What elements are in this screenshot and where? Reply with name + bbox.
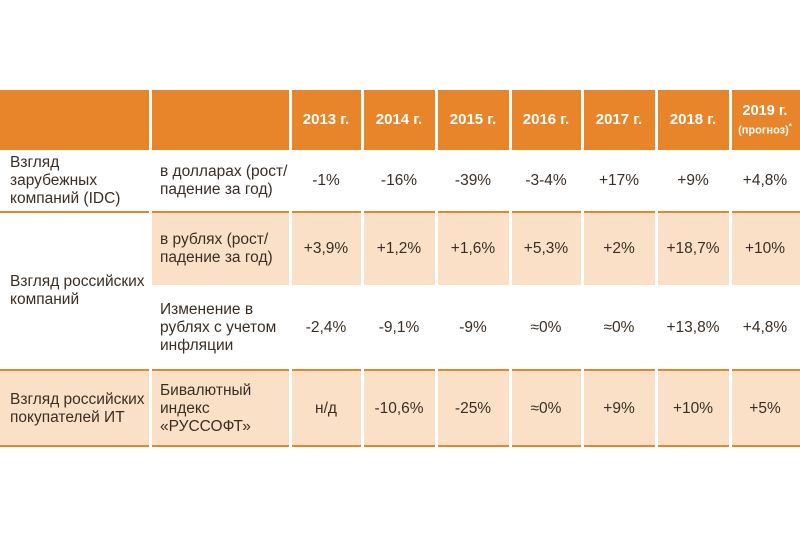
row1-value-2018: +9% (677, 172, 709, 189)
row1-value-2014: -16% (380, 172, 418, 189)
col-divider-8 (729, 90, 732, 447)
forecast-asterisk: * (788, 121, 792, 131)
row2-group-label: Взгляд российских компаний (10, 273, 145, 308)
col-divider-2 (289, 90, 292, 447)
row3-value-2018: +13,8% (666, 319, 720, 336)
row3-value-2014: -9,1% (378, 319, 420, 336)
row1-value-2017: +17% (598, 172, 640, 189)
row4-value-2017: +9% (582, 370, 656, 447)
col-divider-6 (581, 90, 584, 447)
row1-group-label: Взгляд зарубежных компаний (IDC) (10, 154, 121, 207)
forecast-note: (прогноз)* (738, 120, 792, 138)
header-year-2019-forecast: 2019 г. (прогноз)* (730, 90, 800, 150)
row3-value-2017: ≈0% (603, 319, 635, 336)
row1-metric-label: в долларах (рост/падение за год) (160, 163, 288, 198)
col-divider-7 (655, 90, 658, 447)
header-year-2014: 2014 г. (362, 90, 436, 150)
row2-value-2015: +1,6% (436, 212, 510, 286)
forecast-note-text: (прогноз) (738, 124, 789, 137)
row3-metric-label: Изменение в рублях с учетом инфляции (160, 301, 277, 354)
row3-value-2019: +4,8% (742, 319, 788, 336)
row4-metric-label: Бивалютный индекс «РУССОФТ» (150, 370, 290, 447)
data-table: 2013 г. 2014 г. 2015 г. 2016 г. 2017 г. … (0, 90, 800, 447)
row1-value-2015: -39% (454, 172, 492, 189)
row2-value-2018: +18,7% (656, 212, 730, 286)
row3-value-2015: -9% (459, 319, 487, 336)
row-divider-1 (0, 211, 800, 213)
row4-group-label: Взгляд российских покупателей ИТ (0, 370, 150, 447)
header-cell-group (0, 90, 150, 150)
col-divider-1 (149, 90, 152, 447)
table-bottom-rule (0, 445, 800, 447)
col-divider-4 (435, 90, 438, 447)
row2-value-2014: +1,2% (362, 212, 436, 286)
forecast-year-label: 2019 г. (742, 102, 788, 119)
row2-value-2013: +3,9% (290, 212, 362, 286)
header-cell-metric (150, 90, 290, 150)
col-divider-3 (361, 90, 364, 447)
row1-value-2016: -3-4% (525, 172, 567, 189)
row-divider-3 (0, 369, 800, 371)
header-year-2016: 2016 г. (510, 90, 582, 150)
header-year-2015: 2015 г. (436, 90, 510, 150)
row3-value-2016: ≈0% (530, 319, 562, 336)
header-year-2017: 2017 г. (582, 90, 656, 150)
row4-value-2018: +10% (656, 370, 730, 447)
row4-value-2013: н/д (290, 370, 362, 447)
row2-value-2016: +5,3% (510, 212, 582, 286)
row1-value-2013: -1% (312, 172, 340, 189)
row2-metric-label: в рублях (рост/падение за год) (150, 212, 290, 286)
row2-value-2017: +2% (582, 212, 656, 286)
row4-value-2016: ≈0% (510, 370, 582, 447)
row1-value-2019: +4,8% (742, 172, 788, 189)
row2-value-2019: +10% (730, 212, 800, 286)
row4-value-2014: -10,6% (362, 370, 436, 447)
header-year-2013: 2013 г. (290, 90, 362, 150)
header-year-2018: 2018 г. (656, 90, 730, 150)
col-divider-5 (509, 90, 512, 447)
row4-value-2015: -25% (436, 370, 510, 447)
row4-value-2019: +5% (730, 370, 800, 447)
row-divider-2 (150, 285, 800, 287)
row3-value-2013: -2,4% (305, 319, 347, 336)
